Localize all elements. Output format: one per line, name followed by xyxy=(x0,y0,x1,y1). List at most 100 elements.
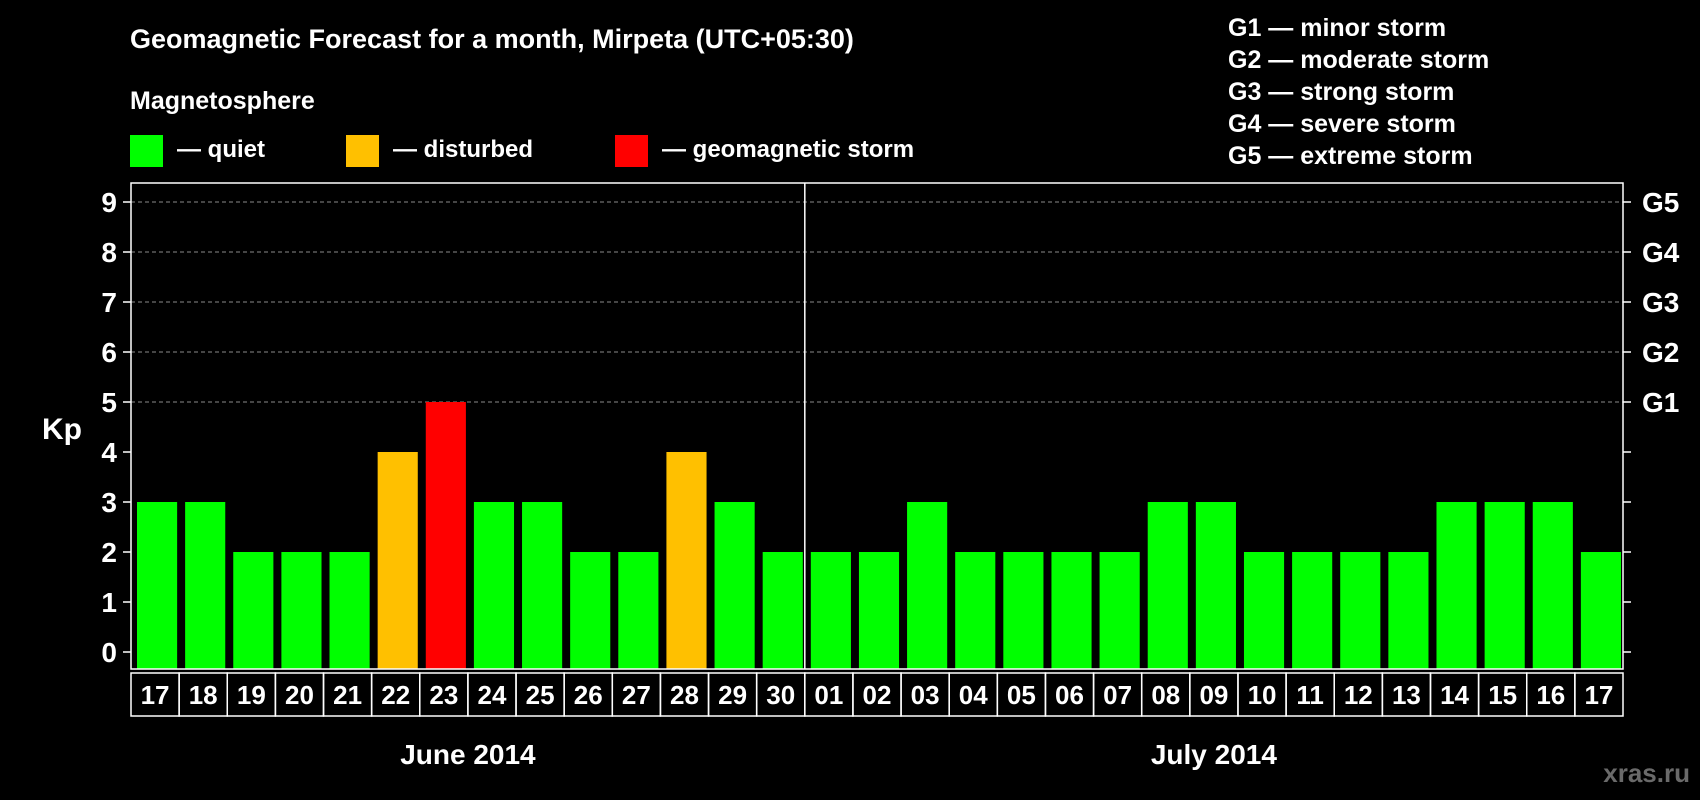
day-label: 09 xyxy=(1199,680,1228,710)
plot-frame xyxy=(130,182,1624,670)
bar xyxy=(1243,552,1285,669)
y-axis-label: Kp xyxy=(42,413,82,446)
storm-scale-g4: G4 — severe storm xyxy=(1228,110,1456,138)
storm-level-label: G3 xyxy=(1642,287,1679,318)
bar xyxy=(858,552,900,669)
grid xyxy=(131,201,1623,403)
bar xyxy=(137,502,178,669)
day-label: 11 xyxy=(1296,680,1324,710)
bar xyxy=(1195,502,1236,669)
day-label-cell xyxy=(1574,672,1624,717)
bar xyxy=(425,402,466,669)
day-label: 22 xyxy=(381,680,410,710)
day-label: 17 xyxy=(1584,680,1613,710)
bar xyxy=(907,502,948,669)
bar xyxy=(1580,552,1621,669)
bar xyxy=(522,502,563,669)
day-label: 08 xyxy=(1151,680,1180,710)
day-label: 17 xyxy=(141,680,170,710)
storm-scale-g5: G5 — extreme storm xyxy=(1228,142,1473,170)
bar xyxy=(233,552,274,669)
watermark: xras.ru xyxy=(1603,758,1690,788)
y-tick-label: 5 xyxy=(101,387,117,418)
bar xyxy=(1532,502,1573,669)
storm-scale-g2: G2 — moderate storm xyxy=(1228,46,1489,74)
bar xyxy=(618,552,659,669)
day-label: 20 xyxy=(285,680,314,710)
day-label: 01 xyxy=(814,680,843,710)
y-tick-label: 7 xyxy=(101,287,117,318)
y-tick-label: 8 xyxy=(101,237,117,268)
day-label: 25 xyxy=(526,680,555,710)
bar xyxy=(1099,552,1140,669)
legend: — quiet — disturbed — geomagnetic storm xyxy=(130,135,914,167)
legend-title: Magnetosphere xyxy=(130,87,315,115)
day-label: 16 xyxy=(1536,680,1565,710)
day-label: 02 xyxy=(863,680,892,710)
legend-label-storm: — geomagnetic storm xyxy=(662,136,914,163)
bar xyxy=(1436,502,1477,669)
day-label: 03 xyxy=(911,680,940,710)
day-label: 15 xyxy=(1488,680,1517,710)
bar xyxy=(1388,552,1429,669)
chart-title: Geomagnetic Forecast for a month, Mirpet… xyxy=(130,24,854,54)
day-label: 04 xyxy=(959,680,988,710)
day-label: 28 xyxy=(670,680,699,710)
storm-level-label: G2 xyxy=(1642,337,1679,368)
bar xyxy=(377,452,418,669)
bar xyxy=(1147,502,1188,669)
y-tick-label: 9 xyxy=(101,187,117,218)
month-label: July 2014 xyxy=(1151,739,1278,770)
bar xyxy=(281,552,322,669)
day-label: 14 xyxy=(1440,680,1469,710)
y-tick-label: 6 xyxy=(101,337,117,368)
bar xyxy=(473,502,515,669)
storm-scale-g3: G3 — strong storm xyxy=(1228,78,1454,106)
bars xyxy=(137,402,1621,669)
y-tick-label: 4 xyxy=(101,437,117,468)
day-label: 23 xyxy=(429,680,458,710)
day-label: 06 xyxy=(1055,680,1084,710)
day-label: 18 xyxy=(189,680,218,710)
bar xyxy=(714,502,755,669)
axes: 0 1 2 3 4 5 6 7 8 9 G1 G2 G3 G4 G5 xyxy=(101,182,1680,670)
legend-swatch-quiet xyxy=(130,135,163,167)
day-label: 10 xyxy=(1248,680,1277,710)
bar xyxy=(762,552,803,669)
bar xyxy=(1003,552,1044,669)
bar xyxy=(1292,552,1333,669)
day-label: 30 xyxy=(766,680,795,710)
day-label: 29 xyxy=(718,680,747,710)
day-label: 19 xyxy=(237,680,266,710)
storm-scale-g1: G1 — minor storm xyxy=(1228,14,1446,42)
day-label: 27 xyxy=(622,680,651,710)
y-tick-label: 3 xyxy=(101,487,117,518)
bar xyxy=(185,502,226,669)
y-tick-label: 1 xyxy=(101,587,117,618)
bar xyxy=(570,552,611,669)
day-label: 07 xyxy=(1103,680,1132,710)
bar xyxy=(1340,552,1381,669)
day-label: 13 xyxy=(1392,680,1421,710)
storm-level-label: G4 xyxy=(1642,237,1680,268)
legend-label-quiet: — quiet xyxy=(177,136,265,163)
legend-swatch-disturbed xyxy=(346,135,379,167)
storm-level-label: G1 xyxy=(1642,387,1679,418)
storm-scale-legend: G1 — minor storm G2 — moderate storm G3 … xyxy=(1228,14,1489,170)
legend-label-disturbed: — disturbed xyxy=(393,136,533,163)
bar xyxy=(1051,552,1092,669)
day-label: 24 xyxy=(478,680,507,710)
bar xyxy=(810,552,851,669)
day-label: 26 xyxy=(574,680,603,710)
legend-swatch-storm xyxy=(615,135,648,167)
y-tick-label: 2 xyxy=(101,537,117,568)
bar xyxy=(1484,502,1525,669)
month-label: June 2014 xyxy=(400,739,536,770)
storm-level-label: G5 xyxy=(1642,187,1679,218)
x-axis-day-labels: 17 18 19 20 21 22 23 24 25 26 27 28 29 30 01 02 03 04 05 06… xyxy=(130,672,1624,770)
bar xyxy=(666,452,707,669)
y-tick-label: 0 xyxy=(101,637,117,668)
day-label: 12 xyxy=(1344,680,1373,710)
bar xyxy=(329,552,370,669)
